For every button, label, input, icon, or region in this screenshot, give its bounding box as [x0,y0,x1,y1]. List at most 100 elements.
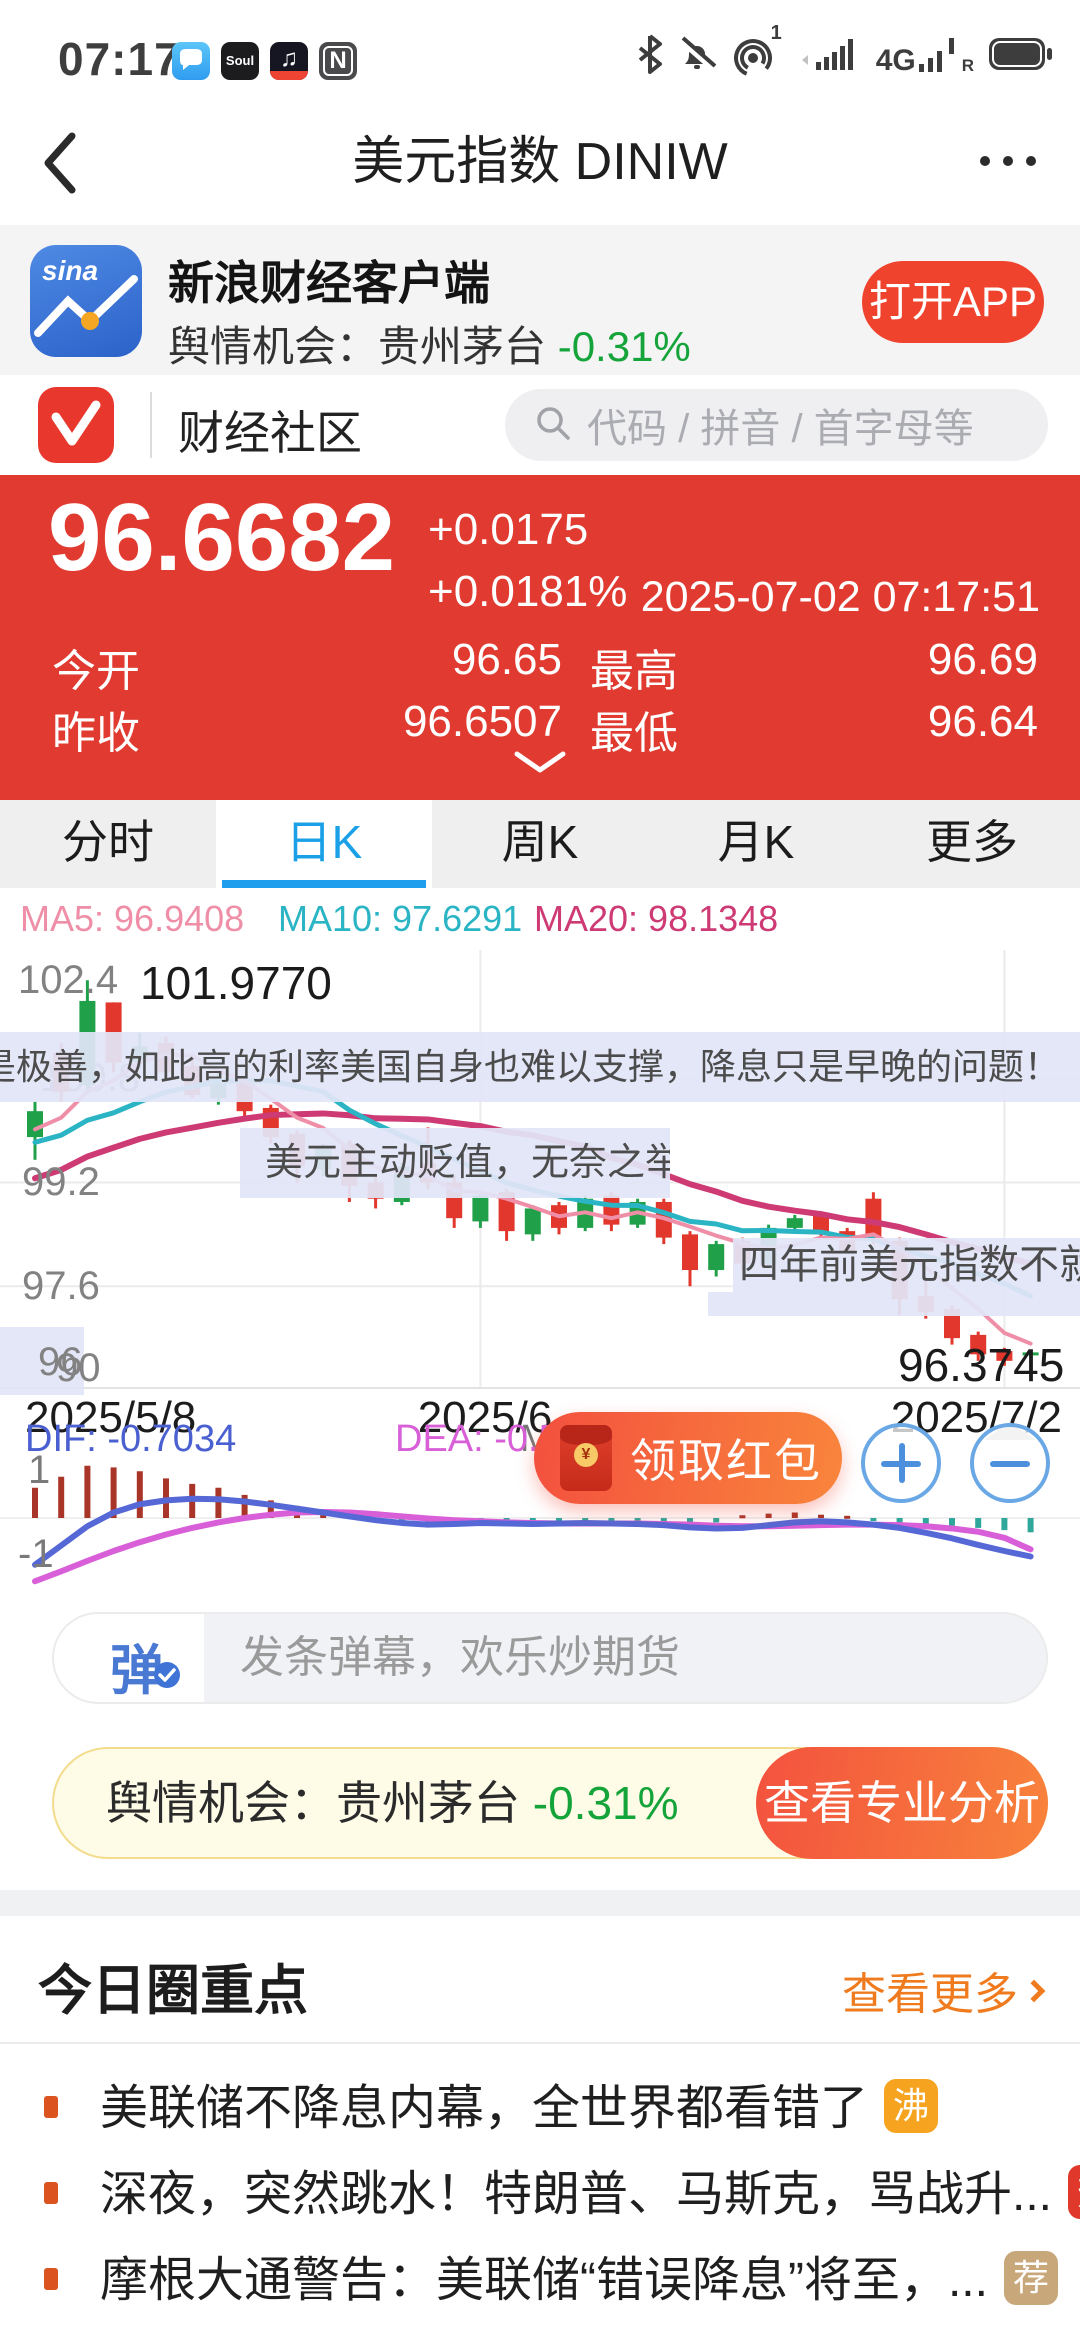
price-change-percent: +0.0181% [428,567,628,616]
macd-chart[interactable] [0,1445,1080,1595]
sina-finance-logo: sina [30,245,142,357]
macd-y-bottom: -1 [18,1532,54,1576]
sina-app-banner: sina 新浪财经客户端 舆情机会：贵州茅台 -0.31% 打开APP [0,225,1080,375]
notification-app-icons: Soul ♫ N [172,42,357,80]
see-more-link[interactable]: 查看更多 [842,1958,1046,2022]
danmaku-lane [0,1327,84,1395]
signal-icon [800,34,862,79]
tab-more[interactable]: 更多 [926,816,1018,868]
y-axis-label-overlap: 90 [56,1346,101,1390]
low-value: 96.64 [927,697,1038,746]
chevron-right-icon [1022,1979,1046,2003]
danmaku-lane [708,1292,1080,1316]
hot-badge: 热 [1068,2165,1080,2219]
sentiment-text: 舆情机会：贵州茅台 -0.31% [106,1777,679,1829]
tab-weekly-k[interactable]: 周K [501,816,579,868]
open-label: 今开 [52,647,140,696]
tab-monthly-k[interactable]: 月K [717,816,795,868]
sentiment-opportunity-bar: 舆情机会：贵州茅台 -0.31% 查看专业分析 [52,1747,1048,1859]
community-row: 财经社区 代码 / 拼音 / 首字母等 [0,375,1080,475]
price-change: +0.0175 [428,505,589,554]
y-axis-label-97-6: 97.6 [22,1264,100,1308]
dif-label: DIF: -0.7034 [25,1418,237,1460]
open-app-button[interactable]: 打开APP [862,261,1044,343]
chart-period-tabs: 分时 日K 周K 月K 更多 [0,800,1080,888]
danmaku-input-field[interactable] [204,1614,1046,1702]
quote-timestamp: 2025-07-02 07:17:51 [640,573,1040,621]
bluetooth-icon [637,33,663,79]
prev-close-value: 96.6507 [402,697,562,746]
clock: 07:17 [58,33,181,85]
y-axis-label-96: 96 [38,1340,83,1384]
x-axis-label-start: 2025/5/8 [25,1393,197,1442]
status-icons: 1 4G R [637,22,1052,79]
red-envelope-icon: ¥ [560,1425,612,1491]
high-value: 96.69 [927,635,1038,684]
hotspot-icon: 1 [731,22,786,78]
messages-icon [172,42,210,80]
y-axis-label-102-4: 102.4 [18,958,119,1002]
stock-change: -0.31% [557,323,691,370]
danmaku-comment-1: 是极善，如此高的利率美国自身也难以支撑，降息只是早晚的问题！ [0,1032,1080,1102]
danmaku-check-icon [154,1662,180,1688]
status-bar: 07:17 Soul ♫ N 1 4G R [0,0,1080,100]
news-item-3[interactable]: 摩根大通警告：美联储“错误降息”将至，... 荐 [0,2250,1080,2312]
hot-badge: 沸 [884,2079,939,2133]
zoom-out-button[interactable] [970,1423,1050,1503]
sentiment-teaser: 舆情机会：贵州茅台 -0.31% [168,323,691,370]
zoom-in-button[interactable] [861,1423,941,1503]
news-item-2[interactable]: 深夜，突然跳水！特朗普、马斯克，骂战升... 热 [0,2164,1080,2226]
search-input[interactable]: 代码 / 拼音 / 首字母等 [505,389,1048,461]
nfc-icon: N [319,42,357,80]
page-title: 美元指数 DINIW [352,133,728,191]
search-icon [533,403,573,448]
app-name: 新浪财经客户端 [168,257,490,309]
prev-close-label: 昨收 [52,709,140,758]
period-low-annotation: 96.3745 [898,1339,1065,1391]
red-packet-label: 领取红包 [630,1435,822,1487]
quote-row-1: 今开 96.65 最高 96.69 [52,635,1038,696]
claim-red-packet-button[interactable]: ¥ 领取红包 [534,1412,842,1504]
news-title: 摩根大通警告：美联储“错误降息”将至，... [100,2254,988,2307]
divider [150,392,152,458]
tab-daily-k[interactable]: 日K [216,800,432,888]
ma10-label: MA10: 97.6291 [278,898,523,939]
tab-minute[interactable]: 分时 [62,816,154,868]
low-label: 最低 [590,709,678,758]
danmaku-comment-2: 美元主动贬值，无奈之举 [240,1128,670,1198]
period-high-annotation: 101.9770 [140,957,332,1009]
x-axis-label-mid: 2025/6 [417,1393,553,1442]
today-section-title: 今日圈重点 [38,1961,308,2021]
ma5-label: MA5: 96.9408 [20,898,245,939]
hot-badge: 荐 [1003,2251,1058,2305]
pro-analysis-button[interactable]: 查看专业分析 [756,1747,1048,1859]
last-price: 96.6682 [48,484,396,591]
community-label: 财经社区 [178,407,362,459]
search-placeholder: 代码 / 拼音 / 首字母等 [587,407,974,451]
hotspot-count: 1 [770,22,782,44]
news-item-1[interactable]: 美联储不降息内幕，全世界都看错了沸 [0,2078,1080,2140]
douyin-app-icon: ♫ [270,42,308,80]
battery-icon [988,37,1052,76]
danmaku-input[interactable]: 弹 发条弹幕，欢乐炒期货 [52,1612,1048,1704]
quote-row-2: 昨收 96.6507 最低 96.64 [52,697,1038,758]
expand-chevron-icon[interactable] [514,751,566,780]
more-menu-button[interactable] [980,156,1036,166]
bullet-icon [44,2268,58,2290]
danmaku-placeholder: 发条弹幕，欢乐炒期货 [240,1633,680,1682]
ma-labels: MA5: 96.9408 MA10: 97.6291 MA20: 98.1348 [0,888,1080,950]
mute-bell-icon [677,34,717,79]
bullet-icon [44,2182,58,2204]
soul-app-icon: Soul [221,42,259,80]
divider [0,2042,1080,2044]
sentiment-change: -0.31% [532,1777,679,1829]
ma20-label: MA20: 98.1348 [534,898,779,939]
high-label: 最高 [590,647,678,696]
back-button[interactable] [38,130,82,201]
danmaku-comment-3: 四年前美元指数不就是8 [733,1238,1080,1292]
4g-signal-icon: 4G R [876,36,974,76]
section-separator [0,1890,1080,1916]
quote-panel: 96.6682 +0.0175 +0.0181% 2025-07-02 07:1… [0,475,1080,800]
macd-y-top: 1 [28,1448,51,1492]
y-axis-label-99-2: 99.2 [22,1160,100,1204]
